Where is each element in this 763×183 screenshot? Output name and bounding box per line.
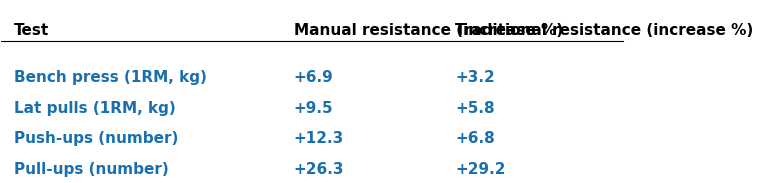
Text: +6.9: +6.9 <box>294 70 333 85</box>
Text: +6.8: +6.8 <box>456 131 495 146</box>
Text: Push-ups (number): Push-ups (number) <box>14 131 179 146</box>
Text: Bench press (1RM, kg): Bench press (1RM, kg) <box>14 70 207 85</box>
Text: +5.8: +5.8 <box>456 100 494 115</box>
Text: +29.2: +29.2 <box>456 162 506 177</box>
Text: Pull-ups (number): Pull-ups (number) <box>14 162 169 177</box>
Text: Manual resistance (increase %): Manual resistance (increase %) <box>294 23 562 38</box>
Text: Traditional resistance (increase %): Traditional resistance (increase %) <box>456 23 753 38</box>
Text: +9.5: +9.5 <box>294 100 333 115</box>
Text: +3.2: +3.2 <box>456 70 495 85</box>
Text: +26.3: +26.3 <box>294 162 344 177</box>
Text: Lat pulls (1RM, kg): Lat pulls (1RM, kg) <box>14 100 175 115</box>
Text: Test: Test <box>14 23 49 38</box>
Text: +12.3: +12.3 <box>294 131 344 146</box>
